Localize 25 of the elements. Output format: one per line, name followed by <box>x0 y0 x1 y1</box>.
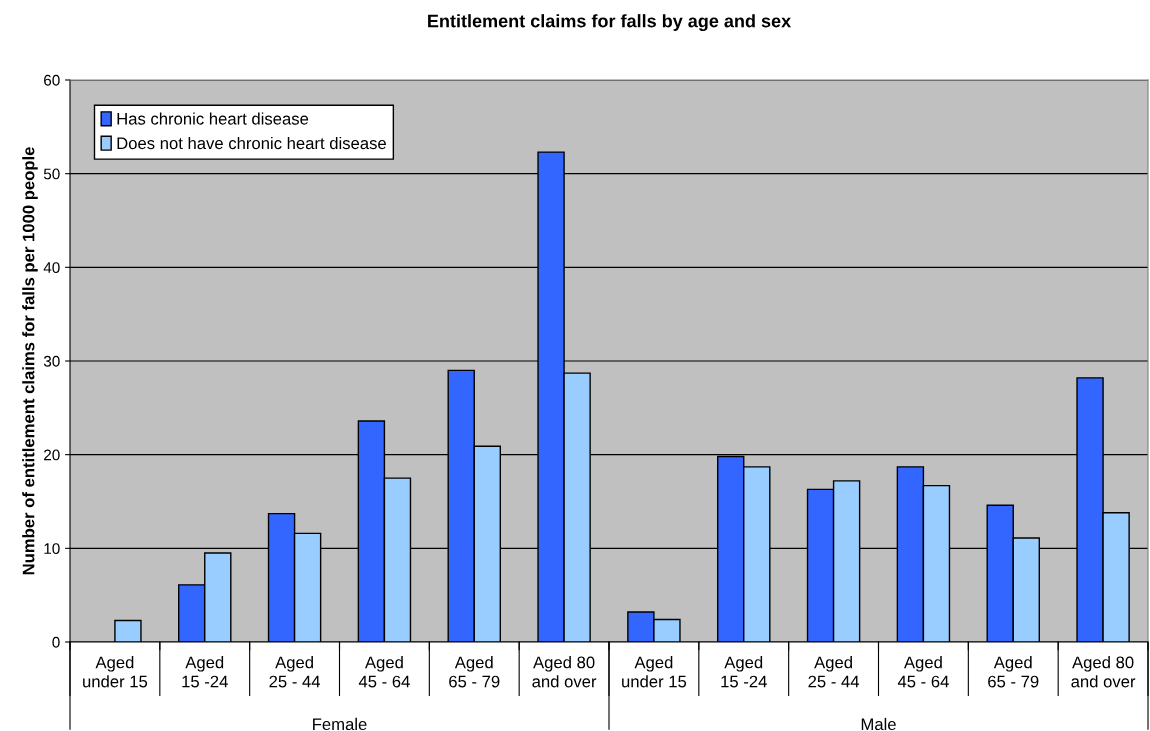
y-tick-label: 10 <box>44 543 60 555</box>
y-axis-title: Number of entitlement claims for falls per 1000 people <box>22 147 38 575</box>
x-tick-label: Aged 65 - 79 <box>988 656 1039 688</box>
x-tick-label: Aged 15 -24 <box>721 656 767 688</box>
legend-label: Has chronic heart disease <box>117 112 309 125</box>
legend-label: Does not have chronic heart disease <box>117 136 386 150</box>
y-tick-label: 40 <box>43 262 60 274</box>
x-tick-label: Aged 45 - 64 <box>358 656 410 688</box>
x-tick-label: Aged 25 - 44 <box>808 656 860 688</box>
x-tick-label: Aged 80 and over <box>532 656 597 688</box>
x-tick-label: Aged 25 - 44 <box>269 656 321 688</box>
y-tick-label: 50 <box>43 168 60 180</box>
x-tick-label: Aged 45 - 64 <box>897 656 949 688</box>
chart-title: Entitlement claims for falls by age and sex <box>428 14 791 32</box>
y-tick-label: 60 <box>44 74 60 86</box>
y-tick-label: 20 <box>44 449 60 461</box>
y-tick-label: 30 <box>43 355 60 367</box>
x-tick-label: Aged 15 -24 <box>182 656 228 688</box>
x-tick-label: Aged 65 - 79 <box>449 656 500 688</box>
x-tick-label: Aged under 15 <box>83 656 148 688</box>
text: Male <box>861 717 896 731</box>
text: Female <box>313 717 367 731</box>
y-tick-label: 0 <box>52 636 60 648</box>
x-tick-label: Aged 80 and over <box>1071 656 1136 688</box>
x-tick-label: Aged under 15 <box>622 656 687 688</box>
